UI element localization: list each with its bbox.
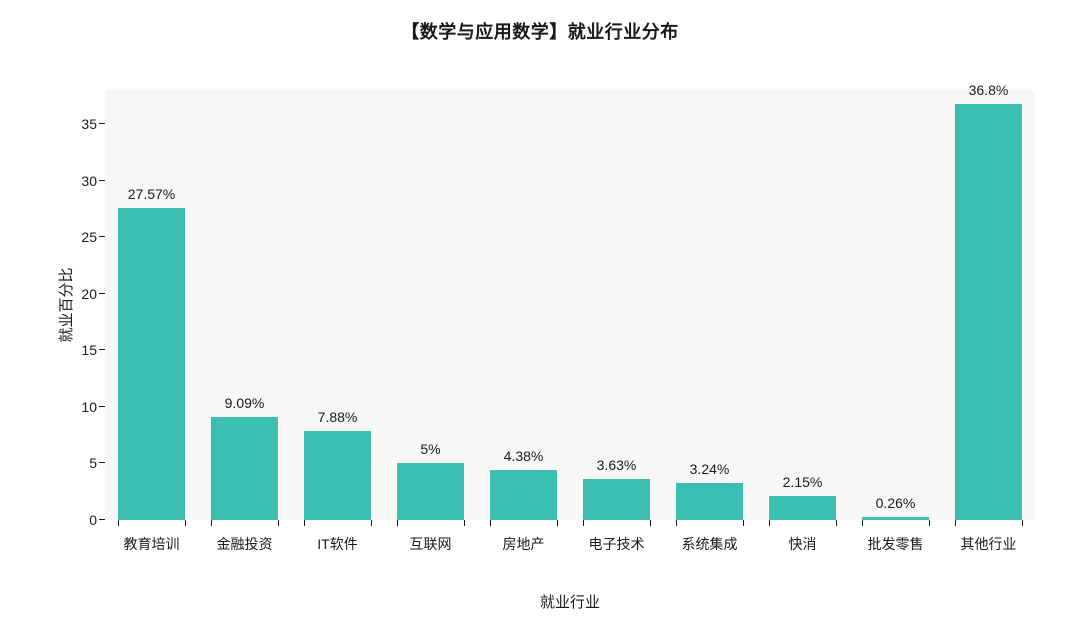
x-tick-mark [929, 520, 930, 526]
bar [397, 463, 464, 520]
y-tick-mark [99, 406, 105, 407]
x-tick-mark [650, 520, 651, 526]
x-tick-mark [743, 520, 744, 526]
x-tick-mark [304, 520, 305, 526]
x-tick-mark [583, 520, 584, 526]
bar-value-label: 9.09% [225, 395, 265, 411]
y-tick-label: 15 [81, 342, 97, 358]
x-tick-mark [397, 520, 398, 526]
x-tick-mark [118, 520, 119, 526]
x-tick-label: 互联网 [410, 534, 452, 554]
bar-value-label: 3.24% [690, 461, 730, 477]
bar-value-label: 27.57% [128, 186, 175, 202]
x-tick-label: 批发零售 [868, 534, 924, 554]
x-tick-mark [676, 520, 677, 526]
x-tick-label: IT软件 [317, 534, 357, 554]
bar-value-label: 0.26% [876, 495, 916, 511]
y-tick-mark [99, 349, 105, 350]
bar [583, 479, 650, 520]
bar [490, 470, 557, 520]
plot-area: 0510152025303527.57%教育培训9.09%金融投资7.88%IT… [105, 90, 1035, 520]
x-tick-mark [836, 520, 837, 526]
chart-container: 【数学与应用数学】就业行业分布 就业百分比 0510152025303527.5… [0, 0, 1080, 640]
x-tick-mark [371, 520, 372, 526]
x-tick-mark [464, 520, 465, 526]
bar [304, 431, 371, 520]
x-tick-label: 金融投资 [217, 534, 273, 554]
x-tick-mark [557, 520, 558, 526]
bar-value-label: 5% [420, 441, 440, 457]
x-tick-label: 快消 [789, 534, 817, 554]
bar-value-label: 7.88% [318, 409, 358, 425]
chart-title: 【数学与应用数学】就业行业分布 [0, 18, 1080, 44]
y-tick-label: 5 [89, 455, 97, 471]
bar [862, 517, 929, 520]
x-tick-label: 其他行业 [961, 534, 1017, 554]
y-tick-label: 20 [81, 286, 97, 302]
x-tick-mark [278, 520, 279, 526]
bar [211, 417, 278, 520]
y-tick-mark [99, 123, 105, 124]
bar [769, 496, 836, 520]
bar [955, 104, 1022, 520]
x-tick-mark [490, 520, 491, 526]
y-tick-label: 35 [81, 116, 97, 132]
bar-value-label: 4.38% [504, 448, 544, 464]
x-tick-label: 系统集成 [682, 534, 738, 554]
y-tick-label: 10 [81, 399, 97, 415]
x-tick-mark [1022, 520, 1023, 526]
bar-value-label: 36.8% [969, 82, 1009, 98]
bar-value-label: 3.63% [597, 457, 637, 473]
y-tick-mark [99, 180, 105, 181]
y-tick-mark [99, 519, 105, 520]
x-tick-label: 教育培训 [124, 534, 180, 554]
x-tick-mark [769, 520, 770, 526]
y-tick-label: 25 [81, 229, 97, 245]
y-tick-mark [99, 293, 105, 294]
x-tick-mark [185, 520, 186, 526]
y-tick-label: 0 [89, 512, 97, 528]
y-tick-mark [99, 462, 105, 463]
x-axis-label: 就业行业 [105, 591, 1035, 612]
x-tick-label: 电子技术 [589, 534, 645, 554]
bar [118, 208, 185, 520]
y-tick-label: 30 [81, 173, 97, 189]
bar-value-label: 2.15% [783, 474, 823, 490]
y-tick-mark [99, 236, 105, 237]
y-axis-label: 就业百分比 [55, 267, 76, 342]
x-tick-mark [955, 520, 956, 526]
bar [676, 483, 743, 520]
x-tick-label: 房地产 [503, 534, 545, 554]
x-tick-mark [862, 520, 863, 526]
x-tick-mark [211, 520, 212, 526]
